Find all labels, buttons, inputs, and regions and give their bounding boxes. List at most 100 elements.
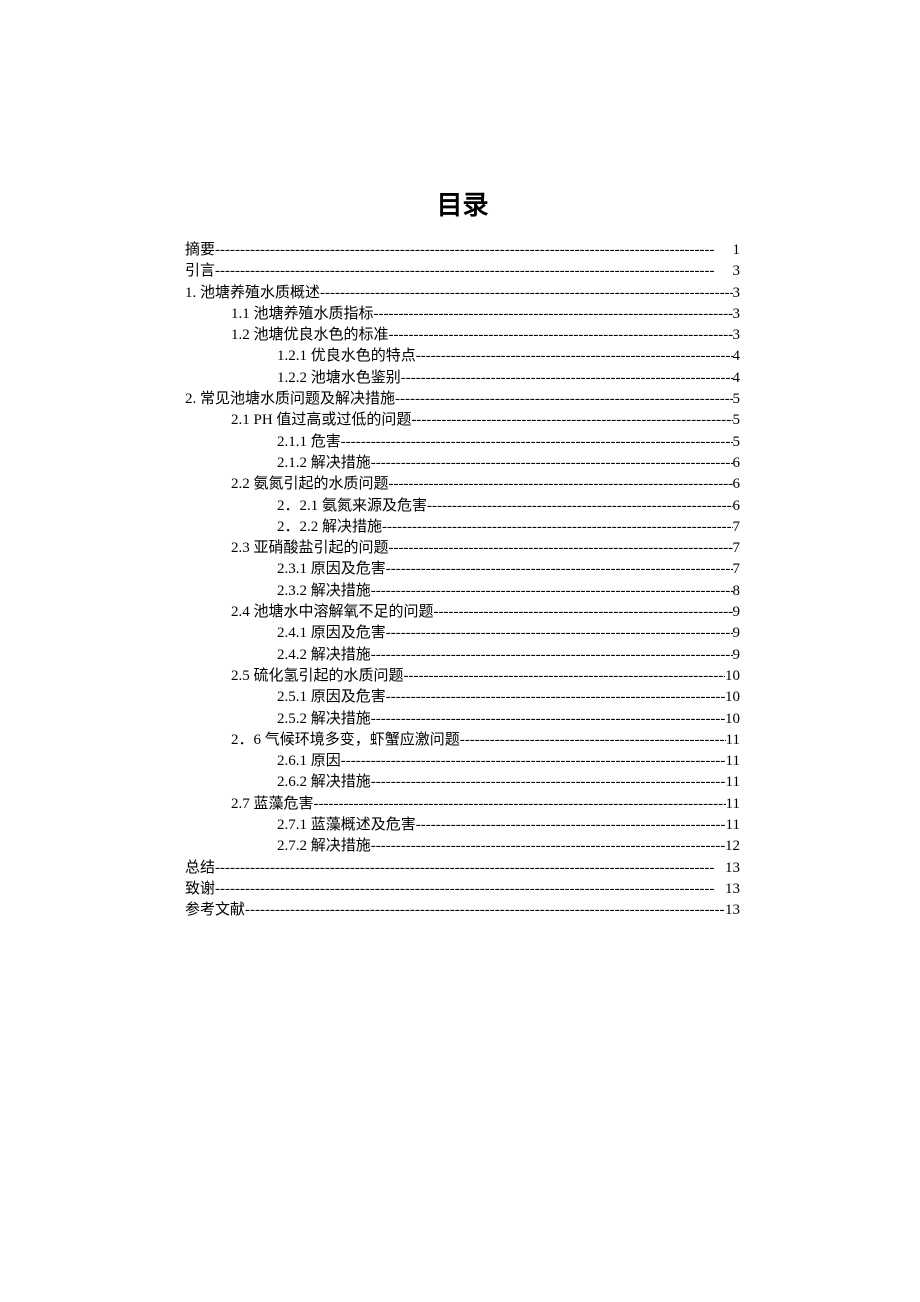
toc-entry: 1.1 池塘养殖水质指标3 [185,304,740,325]
toc-entry-page: 10 [725,709,740,730]
toc-entry: 2.5.1 原因及危害10 [185,687,740,708]
toc-entry: 2.2 氨氮引起的水质问题 6 [185,474,740,495]
toc-entry: 2. 常见池塘水质问题及解决措施5 [185,389,740,410]
toc-entry: 2.4 池塘水中溶解氧不足的问题 9 [185,602,740,623]
toc-leader [371,772,726,793]
toc-leader [389,325,733,346]
toc-leader [382,517,732,538]
toc-entry-page: 11 [726,772,740,793]
toc-leader [386,687,725,708]
toc-leader [371,836,725,857]
toc-entry: 2.3.2 解决措施 8 [185,581,740,602]
toc-entry: 致谢 13 [185,879,740,900]
toc-entry-page: 11 [726,815,740,836]
toc-entry-page: 9 [733,645,741,666]
toc-entry-page: 7 [733,517,741,538]
toc-entry-label: 1.2.1 优良水色的特点 [277,346,416,367]
toc-entry-page: 11 [726,751,740,772]
toc-entry-page: 3 [733,283,741,304]
toc-entry-page: 9 [733,602,741,623]
toc-entry-label: 2.2 氨氮引起的水质问题 [231,474,389,495]
toc-entry-page: 9 [733,623,741,644]
toc-leader [416,346,733,367]
toc-entry-label: 2.3.2 解决措施 [277,581,371,602]
toc-entry: 2.7.1 蓝藻概述及危害 11 [185,815,740,836]
toc-entry: 1.2.1 优良水色的特点 4 [185,346,740,367]
toc-entry-label: 摘要 [185,240,215,261]
toc-entry-label: 2.3.1 原因及危害 [277,559,386,580]
toc-entry-label: 2.6.2 解决措施 [277,772,371,793]
toc-leader [389,538,733,559]
toc-entry-page: 11 [726,794,740,815]
toc-leader [401,368,733,389]
toc-entry: 2.4.2 解决措施 9 [185,645,740,666]
toc-leader [371,453,733,474]
toc-entry: 引言 3 [185,261,740,282]
toc-entry-label: 总结 [185,858,215,879]
toc-leader [411,410,732,431]
toc-entry-label: 2.4 池塘水中溶解氧不足的问题 [231,602,434,623]
toc-entry: 2．2.1 氨氮来源及危害 6 [185,496,740,517]
toc-entry: 摘要1 [185,240,740,261]
toc-entry-label: 2.5.2 解决措施 [277,709,371,730]
toc-entry: 2.4.1 原因及危害9 [185,623,740,644]
toc-entry: 2.7 蓝藻危害 11 [185,794,740,815]
toc-entry-label: 引言 [185,261,215,282]
toc-leader [374,304,733,325]
toc-entry-page: 10 [725,666,740,687]
toc-entry-page: 4 [733,346,741,367]
toc-leader [434,602,733,623]
toc-entry-label: 致谢 [185,879,215,900]
toc-leader [460,730,726,751]
toc-entry-page: 11 [726,730,740,751]
toc-entry: 1. 池塘养殖水质概述 3 [185,283,740,304]
toc-entry-page: 13 [725,879,740,900]
toc-entry-label: 2.7.1 蓝藻概述及危害 [277,815,416,836]
toc-entry-label: 2．6 气候环境多变，虾蟹应激问题 [231,730,460,751]
toc-entry-page: 5 [733,389,741,410]
toc-leader [416,815,726,836]
toc-entry-page: 6 [733,496,741,517]
toc-entry: 2.7.2 解决措施12 [185,836,740,857]
toc-entry-label: 2.3 亚硝酸盐引起的问题 [231,538,389,559]
toc-entry: 1.2 池塘优良水色的标准 3 [185,325,740,346]
toc-entry: 2.5.2 解决措施 10 [185,709,740,730]
toc-leader [386,623,733,644]
toc-entry-label: 2.6.1 原因 [277,751,341,772]
toc-leader [395,389,732,410]
toc-entry: 2.1.2 解决措施6 [185,453,740,474]
toc-entry-page: 5 [733,432,741,453]
toc-title: 目录 [185,185,740,222]
toc-entry-page: 12 [725,836,740,857]
toc-entry-label: 2.4.2 解决措施 [277,645,371,666]
toc-entry-page: 3 [733,261,741,282]
toc-entry-page: 4 [733,368,741,389]
toc-entry-page: 13 [725,858,740,879]
toc-leader [386,559,733,580]
toc-entry-label: 2.5.1 原因及危害 [277,687,386,708]
toc-entry-page: 8 [733,581,741,602]
toc-entry-label: 1. 池塘养殖水质概述 [185,283,320,304]
toc-entry: 2.3 亚硝酸盐引起的问题 7 [185,538,740,559]
toc-entry-page: 7 [733,559,741,580]
toc-leader [371,581,733,602]
toc-entry: 总结 13 [185,858,740,879]
toc-entry: 2.6.1 原因 11 [185,751,740,772]
toc-entry-label: 2.1.2 解决措施 [277,453,371,474]
toc-entry-page: 6 [733,474,741,495]
toc-entry-page: 3 [733,325,741,346]
toc-entry: 1.2.2 池塘水色鉴别 4 [185,368,740,389]
toc-entry: 2．6 气候环境多变，虾蟹应激问题 11 [185,730,740,751]
toc-entry: 2.5 硫化氢引起的水质问题10 [185,666,740,687]
toc-entry-page: 3 [733,304,741,325]
toc-leader [341,432,733,453]
toc-entry-label: 1.2 池塘优良水色的标准 [231,325,389,346]
toc-entry: 2.1 PH 值过高或过低的问题5 [185,410,740,431]
toc-entry-label: 2．2.1 氨氮来源及危害 [277,496,427,517]
toc-entry-label: 2.7 蓝藻危害 [231,794,314,815]
toc-leader [320,283,732,304]
toc-entry-page: 7 [733,538,741,559]
toc-entry: 2.6.2 解决措施 11 [185,772,740,793]
toc-entry-label: 1.2.2 池塘水色鉴别 [277,368,401,389]
toc-entry-page: 13 [725,900,740,921]
